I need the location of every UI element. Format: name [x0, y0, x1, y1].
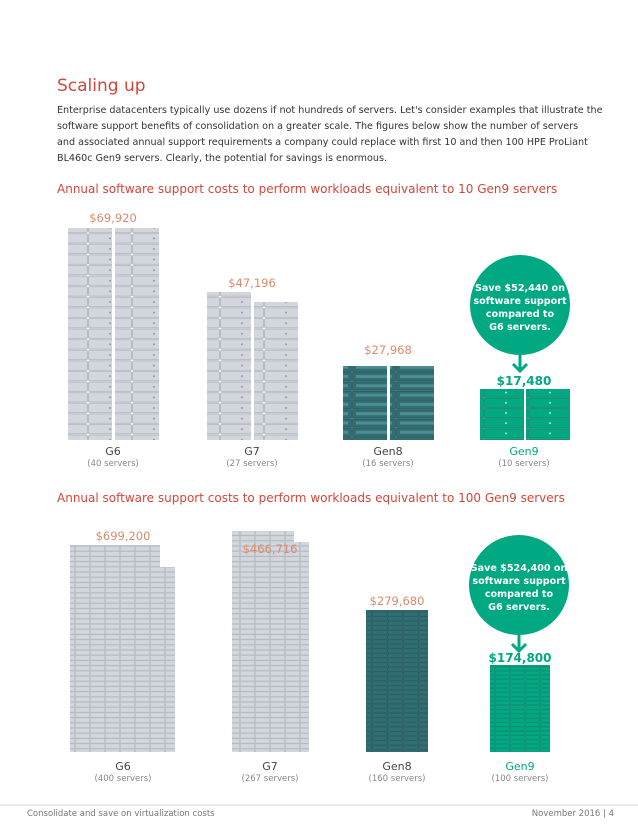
- savings-text: Save $52,440 on software support compared …: [470, 282, 570, 334]
- server-stack: [232, 531, 294, 752]
- server-stack: [343, 366, 387, 440]
- server-count: (100 servers): [491, 774, 549, 784]
- server-stack: [490, 665, 550, 752]
- generation-label: G7: [244, 445, 260, 458]
- cost-label: $17,480: [496, 374, 552, 388]
- server-count: (160 servers): [368, 774, 426, 784]
- cost-label: $174,800: [488, 651, 552, 665]
- savings-line: software support: [473, 296, 567, 307]
- arrow: [511, 355, 529, 374]
- savings-text: Save $524,400 on software support compared…: [469, 562, 569, 614]
- server-stack: [254, 302, 298, 440]
- arrow: [510, 635, 528, 654]
- chart-heading: Annual software support costs to perform…: [57, 491, 565, 505]
- paragraph-line: Enterprise datacenters typically use doz…: [57, 105, 603, 116]
- server-stack: [366, 610, 428, 752]
- generation-label: Gen8: [373, 445, 403, 458]
- server-stack: [390, 366, 434, 440]
- server-count: (27 servers): [226, 459, 278, 469]
- server-count: (16 servers): [362, 459, 414, 469]
- server-stack: [526, 389, 570, 440]
- paragraph-line: software support benefits of consolidati…: [57, 121, 579, 132]
- server-stack: [70, 545, 160, 752]
- generation-label: G6: [105, 445, 121, 458]
- footer-left: Consolidate and save on virtualization c…: [27, 809, 215, 819]
- savings-bubble: [469, 535, 569, 635]
- server-stack: [160, 567, 175, 752]
- generation-label: G7: [262, 760, 278, 773]
- paragraph-line: BL460c Gen9 servers. Clearly, the potent…: [57, 153, 388, 164]
- title: Scaling up: [57, 76, 146, 96]
- paragraph-line: and associated annual support requiremen…: [57, 137, 588, 148]
- server-stack: [68, 228, 112, 440]
- server-stack: [294, 542, 309, 752]
- server-count: (267 servers): [241, 774, 299, 784]
- savings-line: software support: [472, 576, 566, 587]
- chart-heading: Annual software support costs to perform…: [57, 182, 558, 196]
- savings-bubble: [470, 255, 570, 355]
- cost-label: $47,196: [228, 276, 276, 290]
- server-count: (400 servers): [94, 774, 152, 784]
- generation-label: G6: [115, 760, 131, 773]
- footer-right: November 2016 | 4: [531, 809, 614, 819]
- cost-label: $279,680: [369, 594, 425, 608]
- server-count: (10 servers): [498, 459, 550, 469]
- cost-label: $466,716: [242, 542, 298, 556]
- cost-label: $69,920: [89, 211, 137, 225]
- generation-label: Gen9: [509, 445, 539, 458]
- generation-label: Gen9: [505, 760, 535, 773]
- cost-label: $27,968: [364, 343, 412, 357]
- savings-line: compared to: [484, 589, 554, 600]
- savings-line: G6 servers.: [488, 602, 550, 613]
- server-stack: [480, 389, 524, 440]
- server-count: (40 servers): [87, 459, 139, 469]
- savings-line: Save $52,440 on: [475, 283, 565, 294]
- generation-label: Gen8: [382, 760, 412, 773]
- cost-label: $699,200: [95, 529, 151, 543]
- savings-line: G6 servers.: [489, 322, 551, 333]
- server-stack: [115, 228, 159, 440]
- savings-line: compared to: [485, 309, 555, 320]
- server-stack: [207, 292, 251, 440]
- savings-line: Save $524,400 on: [470, 563, 568, 574]
